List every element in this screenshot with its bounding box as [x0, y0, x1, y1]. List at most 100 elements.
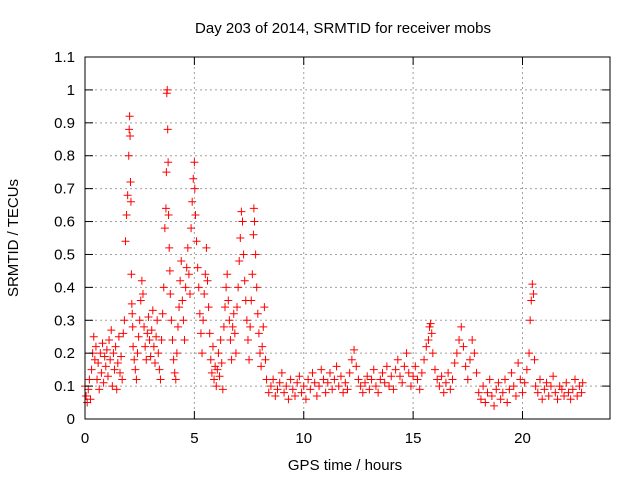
data-point	[234, 283, 243, 292]
data-point	[248, 270, 257, 279]
data-point	[259, 322, 268, 331]
data-point	[124, 151, 133, 160]
data-point	[158, 309, 167, 318]
data-point	[164, 210, 173, 219]
data-point	[190, 158, 199, 167]
ticks	[84, 56, 610, 420]
data-point	[199, 316, 208, 325]
data-point	[126, 197, 135, 206]
data-point	[250, 217, 259, 226]
data-point	[529, 289, 538, 298]
data-point	[206, 355, 215, 364]
data-point	[94, 359, 103, 368]
data-point	[97, 368, 106, 377]
data-point	[191, 210, 200, 219]
data-point	[178, 296, 187, 305]
data-point	[120, 316, 129, 325]
data-point	[216, 336, 225, 345]
data-point	[251, 250, 260, 259]
data-point	[437, 372, 446, 381]
data-point	[427, 329, 436, 338]
data-point	[498, 388, 507, 397]
data-point	[463, 375, 472, 384]
y-tick-label: 0.4	[54, 279, 75, 296]
data-point	[501, 375, 509, 384]
data-point	[129, 342, 138, 351]
y-tick-label: 0.6	[54, 214, 75, 231]
data-point	[227, 355, 236, 364]
data-point	[240, 276, 249, 285]
data-point	[142, 355, 151, 364]
data-point	[218, 385, 227, 394]
data-point	[496, 395, 505, 404]
data-point	[530, 355, 539, 364]
data-point	[363, 372, 372, 381]
data-point	[334, 382, 343, 391]
data-point	[85, 375, 94, 384]
data-point	[507, 368, 516, 377]
data-point	[226, 336, 235, 345]
data-point	[121, 237, 130, 246]
data-point	[165, 266, 174, 275]
data-point	[400, 362, 409, 371]
data-point	[112, 385, 121, 394]
data-point	[166, 289, 175, 298]
data-point	[387, 372, 396, 381]
data-point	[236, 234, 245, 242]
data-point	[330, 375, 339, 384]
data-point	[280, 388, 289, 397]
data-point	[246, 322, 255, 331]
y-tick-label: 0.5	[54, 246, 75, 263]
data-point	[431, 365, 439, 374]
data-point	[347, 355, 356, 364]
data-point	[99, 378, 108, 387]
data-point	[257, 362, 266, 371]
data-point	[90, 355, 99, 364]
data-point	[485, 375, 494, 384]
data-point	[426, 319, 435, 328]
data-point	[424, 336, 433, 345]
data-point	[284, 395, 293, 404]
data-point	[194, 283, 203, 292]
data-point	[157, 336, 166, 345]
data-point	[101, 362, 110, 371]
x-tick-label: 20	[514, 430, 531, 447]
data-point	[568, 385, 577, 394]
data-point	[291, 391, 299, 400]
data-point	[82, 391, 91, 400]
data-point	[230, 329, 239, 338]
data-point	[128, 322, 137, 331]
data-point	[231, 349, 240, 358]
data-point	[365, 385, 374, 394]
data-point	[522, 365, 531, 374]
x-tick-labels: 0 5 10 15 20	[81, 430, 531, 447]
data-point	[153, 316, 162, 325]
data-point	[435, 382, 444, 391]
data-point	[247, 296, 256, 305]
data-point	[221, 303, 229, 312]
data-point	[176, 276, 185, 285]
data-point	[396, 372, 404, 381]
data-point	[184, 270, 193, 279]
data-point	[398, 378, 407, 387]
data-point	[374, 388, 383, 397]
data-point	[446, 385, 455, 394]
data-point	[213, 365, 222, 374]
data-point	[123, 191, 132, 200]
data-point	[404, 368, 413, 377]
data-point	[422, 342, 431, 351]
data-point	[409, 372, 418, 381]
data-point	[179, 316, 188, 325]
data-point	[308, 368, 317, 377]
data-point	[160, 224, 169, 233]
data-point	[168, 336, 177, 345]
data-point	[108, 382, 117, 391]
data-point	[428, 349, 437, 358]
data-point	[562, 378, 571, 387]
data-point	[163, 85, 172, 94]
data-point	[141, 342, 150, 351]
y-tick-label: 0.2	[54, 345, 75, 362]
data-point	[173, 322, 182, 331]
x-axis-title: GPS time / hours	[288, 457, 402, 474]
